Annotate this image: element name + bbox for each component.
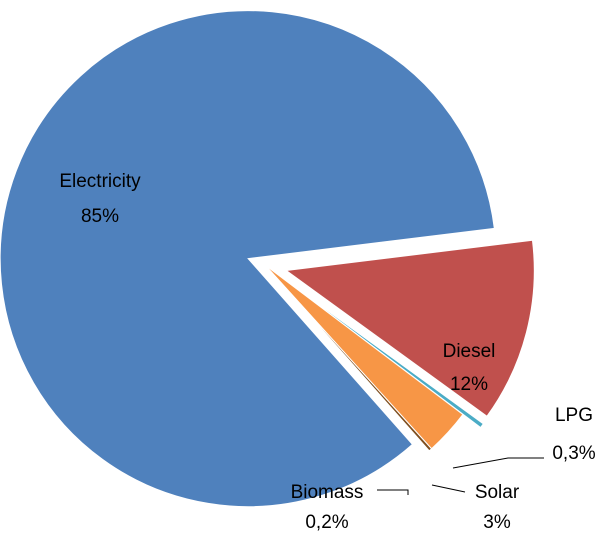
slice-label-diesel: Diesel <box>443 341 496 362</box>
slice-label-lpg: LPG <box>555 405 593 426</box>
leader-lines <box>377 457 544 495</box>
slice-value-biomass: 0,2% <box>305 512 348 533</box>
slice-value-solar: 3% <box>483 512 511 533</box>
pie-slice-diesel <box>284 239 535 417</box>
slice-value-diesel: 12% <box>450 374 488 395</box>
pie-slice-electricity <box>0 10 495 508</box>
leader-line-biomass <box>377 489 409 495</box>
slice-label-biomass: Biomass <box>291 482 364 503</box>
slice-value-electricity: 85% <box>81 206 119 227</box>
pie-slice-biomass <box>264 264 433 452</box>
slice-value-lpg: 0,3% <box>552 443 595 464</box>
slice-label-solar: Solar <box>475 482 520 503</box>
leader-line-solar <box>431 484 466 493</box>
slice-label-electricity: Electricity <box>59 171 141 192</box>
pie-slice-lpg <box>282 277 485 429</box>
pie-slices <box>0 10 535 508</box>
leader-line-lpg <box>452 457 544 469</box>
